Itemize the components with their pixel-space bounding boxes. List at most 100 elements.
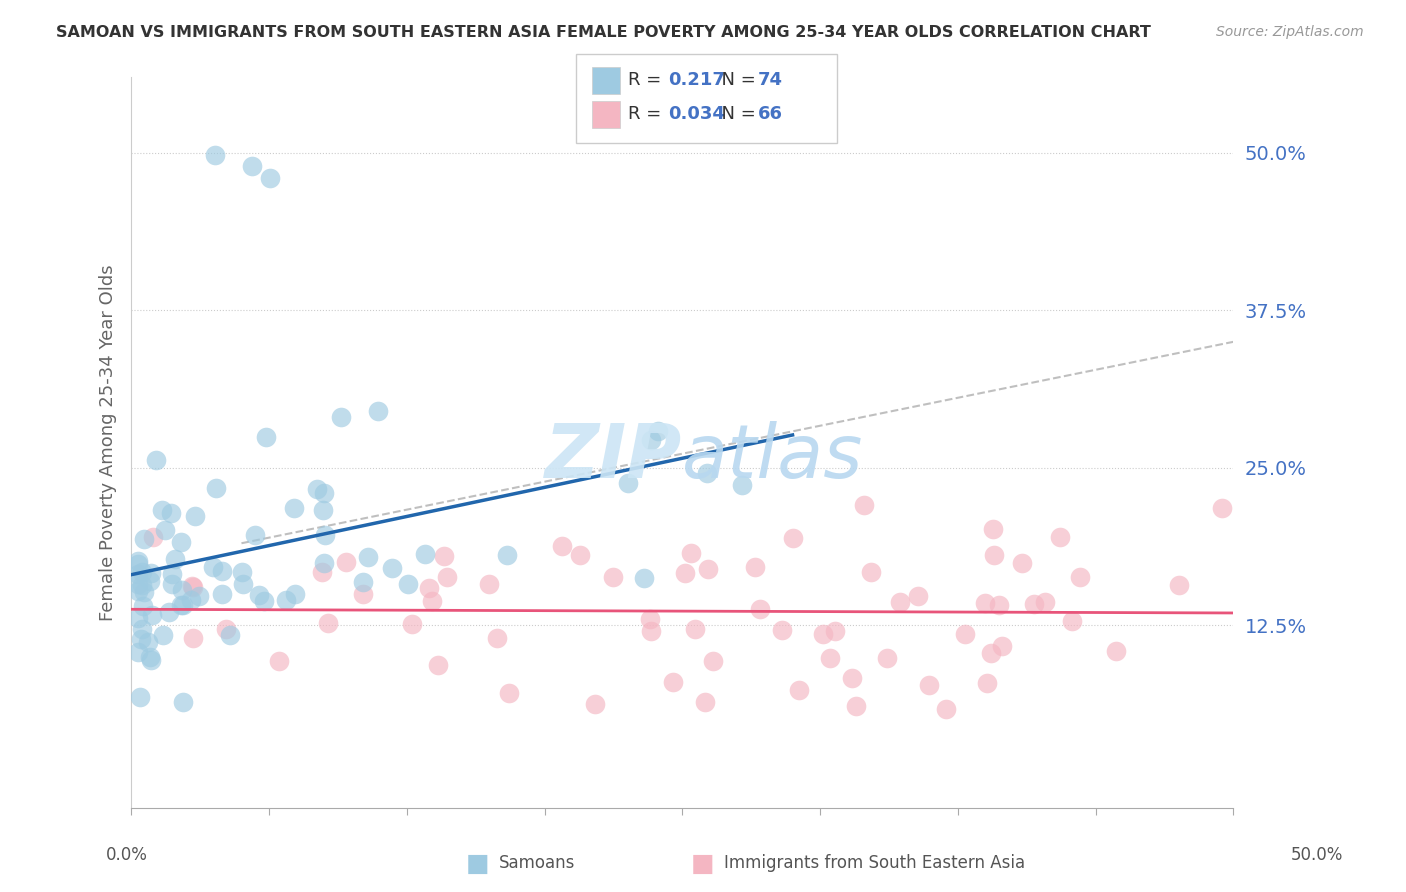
Point (693, 695, 716, 709)
Point (980, 646, 1002, 660)
Point (204, 148, 226, 162)
Point (335, 555, 357, 569)
Point (312, 502, 335, 516)
Point (269, 653, 291, 667)
Point (131, 622, 153, 636)
Point (160, 567, 183, 582)
Point (889, 595, 911, 609)
Point (1105, 644, 1128, 658)
Point (127, 584, 149, 599)
Point (1168, 578, 1191, 592)
Point (172, 598, 194, 612)
Point (813, 627, 835, 641)
Point (702, 654, 724, 668)
Point (128, 690, 150, 704)
Point (681, 546, 703, 560)
Point (974, 596, 997, 610)
Point (749, 601, 772, 615)
Point (127, 645, 149, 659)
Text: 0.034: 0.034 (668, 105, 724, 123)
Text: atlas: atlas (682, 421, 863, 493)
Point (218, 628, 240, 642)
Point (662, 675, 685, 690)
Point (486, 632, 509, 646)
Point (131, 566, 153, 580)
Text: Samoans: Samoans (499, 855, 575, 872)
Text: R =: R = (628, 71, 668, 89)
Point (181, 631, 204, 645)
Point (730, 478, 752, 492)
Point (311, 565, 333, 579)
Point (418, 582, 440, 596)
Point (1049, 530, 1071, 544)
Point (181, 579, 204, 593)
Point (141, 566, 163, 581)
Point (1011, 556, 1033, 570)
Point (498, 686, 520, 700)
Point (617, 475, 640, 490)
Point (188, 589, 211, 603)
Point (305, 482, 328, 496)
Point (907, 589, 929, 603)
Point (252, 594, 274, 608)
Point (647, 424, 669, 438)
Point (312, 556, 335, 570)
Point (131, 578, 153, 592)
Text: 0.217: 0.217 (668, 71, 724, 89)
Point (413, 547, 436, 561)
Point (153, 523, 176, 537)
Point (640, 433, 662, 447)
Point (991, 639, 1014, 653)
Text: N =: N = (710, 105, 762, 123)
Point (183, 580, 205, 594)
Point (357, 550, 380, 565)
Point (1069, 570, 1091, 584)
Point (845, 699, 868, 714)
Point (380, 561, 402, 575)
Point (152, 628, 174, 642)
Point (935, 702, 957, 716)
Point (918, 678, 941, 692)
Point (129, 632, 152, 646)
Point (141, 653, 163, 667)
Point (1211, 500, 1233, 515)
Point (433, 549, 456, 564)
Point (139, 574, 162, 588)
Text: R =: R = (628, 105, 668, 123)
Point (673, 566, 696, 581)
Point (824, 624, 846, 639)
Point (976, 675, 998, 690)
Point (367, 404, 389, 418)
Point (841, 671, 863, 685)
Point (231, 565, 253, 579)
Point (142, 530, 165, 544)
Point (145, 452, 167, 467)
Point (427, 657, 450, 672)
Point (638, 612, 661, 626)
Point (141, 607, 163, 622)
Point (152, 502, 174, 516)
Point (583, 698, 606, 712)
Point (352, 574, 374, 589)
Point (495, 548, 517, 562)
Point (162, 577, 184, 591)
Point (314, 486, 336, 500)
Text: ■: ■ (692, 852, 714, 875)
Point (633, 571, 655, 585)
Point (127, 557, 149, 571)
Point (170, 582, 193, 597)
Point (254, 430, 277, 444)
Text: SAMOAN VS IMMIGRANTS FROM SOUTH EASTERN ASIA FEMALE POVERTY AMONG 25-34 YEAR OLD: SAMOAN VS IMMIGRANTS FROM SOUTH EASTERN … (56, 25, 1152, 40)
Point (170, 535, 193, 549)
Point (316, 616, 339, 631)
Point (170, 599, 193, 613)
Point (139, 650, 162, 665)
Point (983, 522, 1005, 536)
Text: 66: 66 (758, 105, 783, 123)
Point (420, 593, 443, 607)
Text: 74: 74 (758, 71, 783, 89)
Point (283, 501, 305, 516)
Point (859, 566, 882, 580)
Point (329, 410, 352, 425)
Point (478, 576, 501, 591)
